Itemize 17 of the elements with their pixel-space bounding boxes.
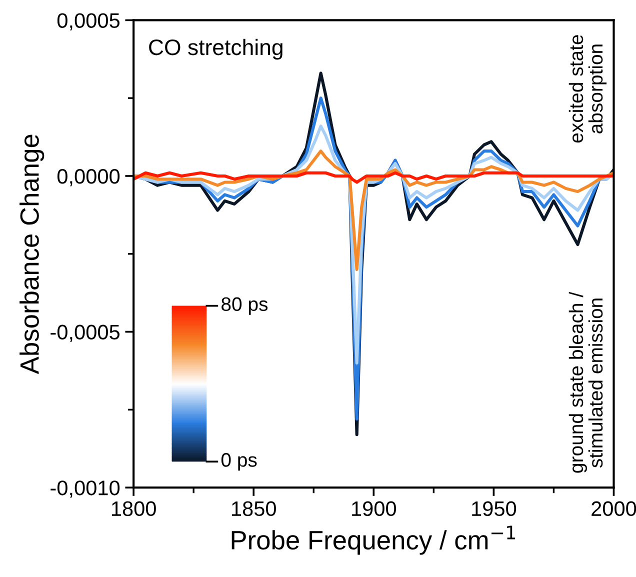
x-tick-label: 1950 — [472, 501, 516, 516]
line-series — [134, 171, 614, 184]
annotation: 0 ps — [221, 453, 257, 471]
annotation: CO stretching — [149, 38, 282, 60]
y-axis-title: Absorbance Change — [20, 134, 44, 374]
annotation: excited state absorption — [568, 35, 607, 143]
x-tick-label: 1800 — [112, 501, 156, 516]
x-tick-label: 1850 — [232, 501, 276, 516]
y-tick-label: 0,0005 — [57, 13, 120, 30]
y-tick-label: -0,0005 — [50, 324, 120, 342]
annotation: ground state bleach / stimulated emission — [568, 292, 603, 473]
x-axis-title: Probe Frequency / cm$^{−1}$ — [232, 526, 516, 555]
x-tick-label: 2000 — [592, 501, 636, 516]
y-tick-label: -0,0010 — [50, 480, 120, 498]
x-tick-label: 1900 — [352, 501, 396, 516]
annotation: 80 ps — [222, 297, 268, 315]
y-tick-label: 0,0000 — [57, 168, 120, 186]
